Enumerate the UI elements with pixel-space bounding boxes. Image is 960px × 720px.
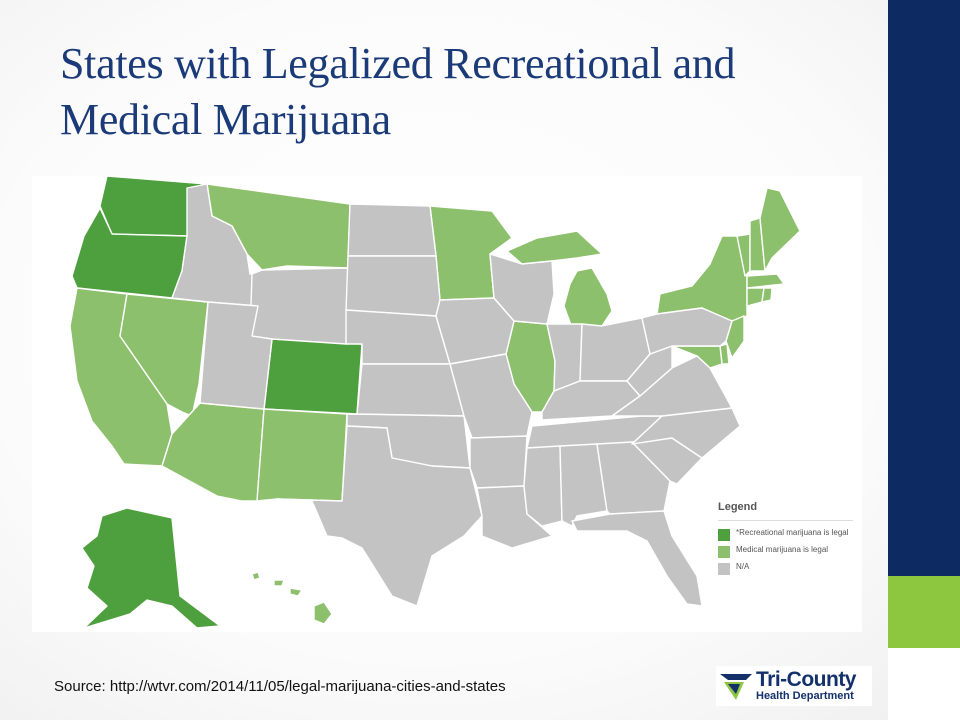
legend-swatch-na <box>718 563 730 575</box>
legend-item-recreational: *Recreational marijuana is legal <box>718 528 853 541</box>
legend-item-na: N/A <box>718 562 853 575</box>
slide-title: States with Legalized Recreational and M… <box>60 39 736 144</box>
state-mississippi <box>523 445 563 527</box>
logo-subtitle: Health Department <box>756 690 854 702</box>
state-rhode-island <box>761 287 773 303</box>
state-wisconsin <box>489 253 555 325</box>
state-michigan-lower <box>563 267 613 329</box>
state-florida <box>571 510 703 607</box>
state-south-dakota <box>345 255 441 317</box>
sidebar-navy-bar <box>888 0 960 576</box>
legend-label-medical: Medical marijuana is legal <box>736 545 829 554</box>
state-connecticut <box>746 287 765 307</box>
state-wyoming <box>249 267 349 345</box>
us-map <box>69 176 801 629</box>
state-north-dakota <box>347 203 437 257</box>
state-utah <box>199 301 273 410</box>
state-texas <box>276 425 483 607</box>
sidebar-white-block <box>888 648 960 720</box>
legend-divider <box>718 520 853 521</box>
state-arkansas <box>469 435 528 489</box>
legend-label-na: N/A <box>736 562 750 571</box>
legend-title: Legend <box>718 501 758 513</box>
us-map-panel: Legend *Recreational marijuana is legal … <box>32 176 862 632</box>
sidebar-green-block <box>888 576 960 648</box>
state-nebraska <box>345 309 451 365</box>
state-kansas <box>356 363 465 417</box>
state-hawaii-islands <box>251 571 303 597</box>
state-hawaii-big <box>313 601 333 625</box>
state-new-mexico <box>256 408 348 502</box>
state-arizona <box>161 402 265 502</box>
state-colorado <box>263 338 363 415</box>
state-maine <box>759 187 801 272</box>
state-massachusetts <box>746 273 785 289</box>
legend-swatch-recreational <box>718 529 730 541</box>
legend-item-medical: Medical marijuana is legal <box>718 545 853 558</box>
state-missouri <box>449 353 533 439</box>
logo-name: Tri-County <box>756 668 857 691</box>
tri-county-logo-icon <box>720 674 752 700</box>
state-west-virginia <box>626 345 673 397</box>
tri-county-logo: Tri-County Health Department <box>716 666 872 706</box>
legend-label-recreational: *Recreational marijuana is legal <box>736 528 849 537</box>
legend-swatch-medical <box>718 546 730 558</box>
state-alaska <box>81 507 221 629</box>
source-citation: Source: http://wtvr.com/2014/11/05/legal… <box>54 678 506 695</box>
map-legend: Legend *Recreational marijuana is legal … <box>718 501 853 579</box>
state-pennsylvania <box>641 307 733 355</box>
state-michigan-upper <box>506 230 603 265</box>
